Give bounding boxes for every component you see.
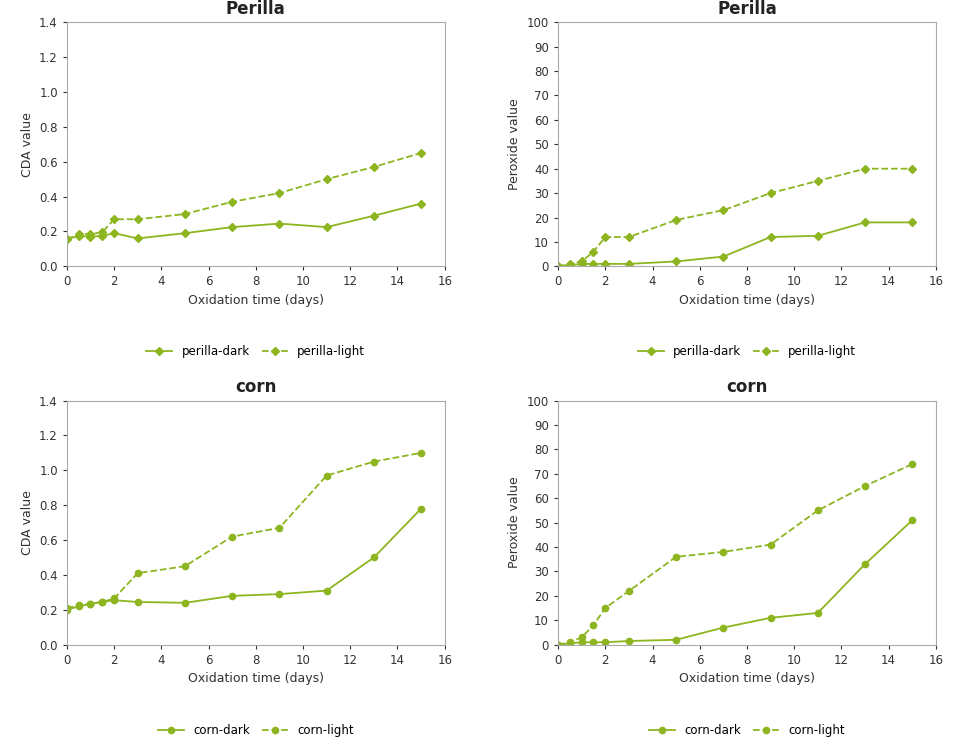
Title: Perilla: Perilla: [226, 0, 286, 18]
X-axis label: Oxidation time (days): Oxidation time (days): [188, 672, 324, 685]
Title: corn: corn: [235, 378, 276, 396]
Legend: perilla-dark, perilla-light: perilla-dark, perilla-light: [141, 341, 370, 363]
Legend: perilla-dark, perilla-light: perilla-dark, perilla-light: [633, 341, 861, 363]
X-axis label: Oxidation time (days): Oxidation time (days): [188, 294, 324, 307]
X-axis label: Oxidation time (days): Oxidation time (days): [679, 294, 815, 307]
Legend: corn-dark, corn-light: corn-dark, corn-light: [645, 719, 850, 741]
Y-axis label: Peroxide value: Peroxide value: [508, 476, 521, 568]
Y-axis label: CDA value: CDA value: [20, 112, 33, 176]
Title: Perilla: Perilla: [717, 0, 776, 18]
Y-axis label: CDA value: CDA value: [20, 491, 33, 555]
Legend: corn-dark, corn-light: corn-dark, corn-light: [153, 719, 358, 741]
Title: corn: corn: [727, 378, 768, 396]
X-axis label: Oxidation time (days): Oxidation time (days): [679, 672, 815, 685]
Y-axis label: Peroxide value: Peroxide value: [508, 99, 521, 190]
